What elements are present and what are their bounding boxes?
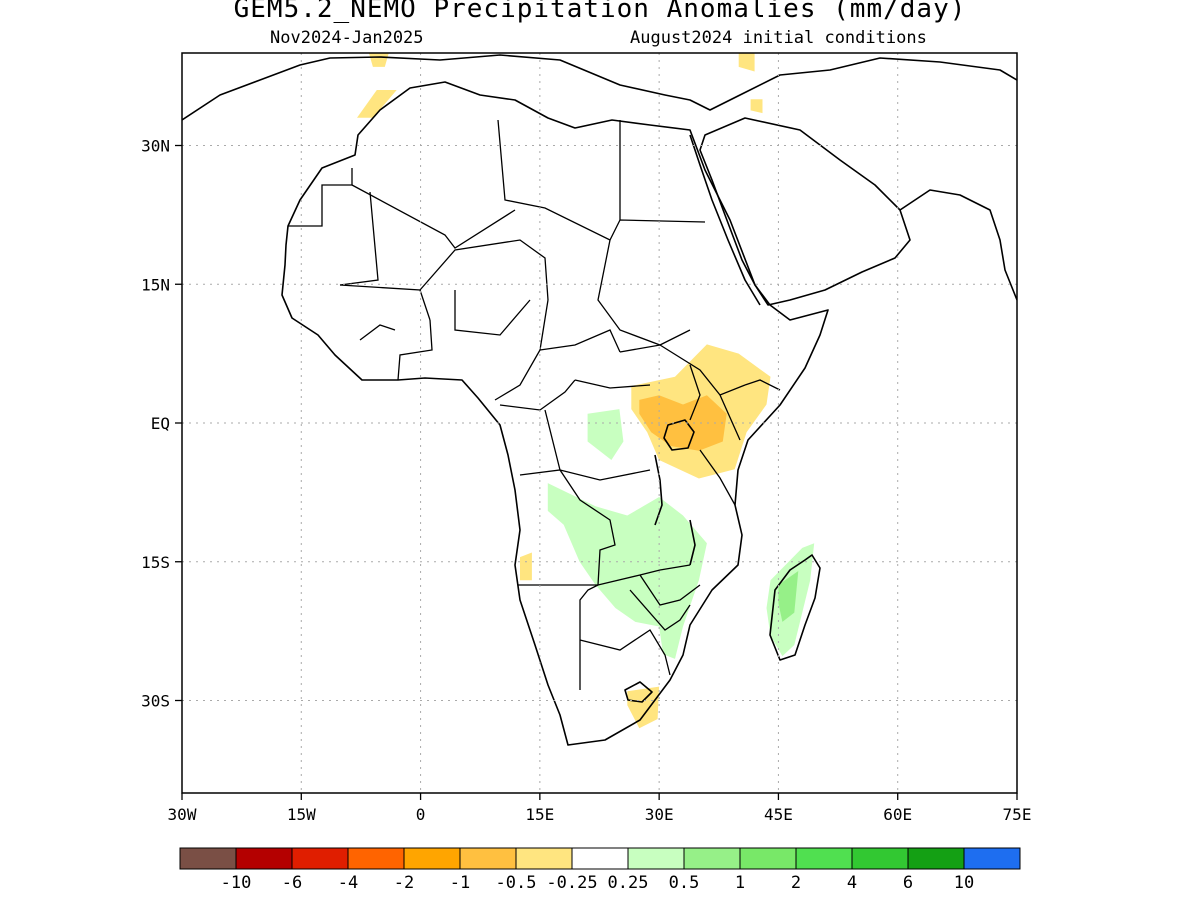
lake-malawi bbox=[689, 519, 696, 566]
lake-victoria bbox=[663, 419, 695, 451]
axis-ticks: 30W 15W 0 15E 30E 45E 60E 75E 30N 15N EQ 15S 30S bbox=[141, 137, 1031, 825]
graticule bbox=[182, 53, 1017, 793]
colorbar-swatch bbox=[627, 847, 685, 870]
madagascar-coastline bbox=[769, 554, 821, 661]
forecast-period: Nov2024-Jan2025 bbox=[270, 28, 424, 48]
lat-tick-label: 15S bbox=[141, 553, 170, 572]
anomaly-patch-southern-africa-wet bbox=[547, 483, 707, 659]
anomaly-patch-madagascar-wet-core bbox=[778, 571, 799, 622]
colorbar-swatch bbox=[851, 847, 909, 870]
colorbar-label: -0.5 bbox=[496, 873, 537, 893]
eurasia-coastline bbox=[182, 54, 1017, 121]
colorbar-label: -6 bbox=[282, 873, 302, 893]
colorbar: -10 -6 -4 -2 -1 -0.5 -0.25 0.25 0.5 1 2 4 6 10 bbox=[179, 847, 1021, 893]
lon-tick-label: 15W bbox=[287, 805, 316, 824]
colorbar-swatch bbox=[571, 847, 629, 870]
colorbar-swatch bbox=[403, 847, 461, 870]
colorbar-label: 4 bbox=[847, 873, 857, 893]
colorbar-swatch bbox=[347, 847, 405, 870]
lon-tick-label: 30W bbox=[168, 805, 197, 824]
anomaly-patch-south-africa-dry bbox=[627, 686, 660, 729]
lon-tick-label: 75E bbox=[1003, 805, 1032, 824]
colorbar-label: -10 bbox=[221, 873, 252, 893]
lon-tick-label: 60E bbox=[883, 805, 912, 824]
lon-tick-label: 45E bbox=[764, 805, 793, 824]
colorbar-swatch bbox=[515, 847, 573, 870]
colorbar-label: -1 bbox=[450, 873, 470, 893]
colorbar-label: -0.25 bbox=[546, 873, 597, 893]
lake-tanganyika bbox=[654, 454, 663, 526]
colorbar-swatch bbox=[683, 847, 741, 870]
colorbar-swatch bbox=[963, 847, 1021, 870]
africa-coastline bbox=[281, 81, 829, 746]
iran-india-coastline bbox=[899, 189, 1017, 301]
colorbar-label: 6 bbox=[903, 873, 913, 893]
lon-tick-label: 15E bbox=[525, 805, 554, 824]
colorbar-label: 0.25 bbox=[608, 873, 649, 893]
anomaly-patch-east-africa-dry-core bbox=[639, 395, 727, 451]
colorbar-label: 2 bbox=[791, 873, 801, 893]
country-border-layer bbox=[288, 119, 781, 690]
colorbar-swatch bbox=[459, 847, 517, 870]
colorbar-label: 1 bbox=[735, 873, 745, 893]
lat-tick-label: 15N bbox=[141, 275, 170, 294]
anomaly-patch-iraq-dry bbox=[750, 99, 763, 114]
colorbar-swatch bbox=[291, 847, 349, 870]
lat-tick-label: 30S bbox=[141, 692, 170, 711]
colorbar-label: 10 bbox=[954, 873, 974, 893]
anomaly-patch-angola-dry bbox=[520, 552, 532, 581]
anomaly-patch-north-med-dry bbox=[368, 53, 389, 67]
anomaly-patch-levant-dry bbox=[738, 53, 755, 72]
anomaly-patch-layer bbox=[357, 53, 815, 729]
colorbar-label: 0.5 bbox=[669, 873, 700, 893]
map-title: GEM5.2_NEMO Precipitation Anomalies (mm/… bbox=[233, 0, 967, 24]
lat-tick-label: 30N bbox=[141, 137, 170, 156]
lon-tick-label: 0 bbox=[416, 805, 426, 824]
arabia-coastline bbox=[699, 117, 911, 306]
colorbar-swatch bbox=[179, 847, 237, 870]
colorbar-swatch bbox=[235, 847, 293, 870]
red-sea-west-shore bbox=[689, 134, 761, 306]
anomaly-patch-morocco-dry bbox=[357, 90, 397, 118]
colorbar-swatch bbox=[739, 847, 797, 870]
anomaly-patch-congo-wet bbox=[587, 409, 624, 460]
lon-tick-label: 30E bbox=[645, 805, 674, 824]
colorbar-label: -2 bbox=[394, 873, 414, 893]
initial-conditions: August2024 initial conditions bbox=[630, 28, 927, 48]
coastline-layer bbox=[182, 54, 1017, 746]
colorbar-swatch bbox=[795, 847, 853, 870]
colorbar-label: -4 bbox=[338, 873, 358, 893]
colorbar-swatch bbox=[907, 847, 965, 870]
lesotho-border bbox=[624, 681, 653, 703]
lat-tick-label: EQ bbox=[151, 414, 170, 433]
